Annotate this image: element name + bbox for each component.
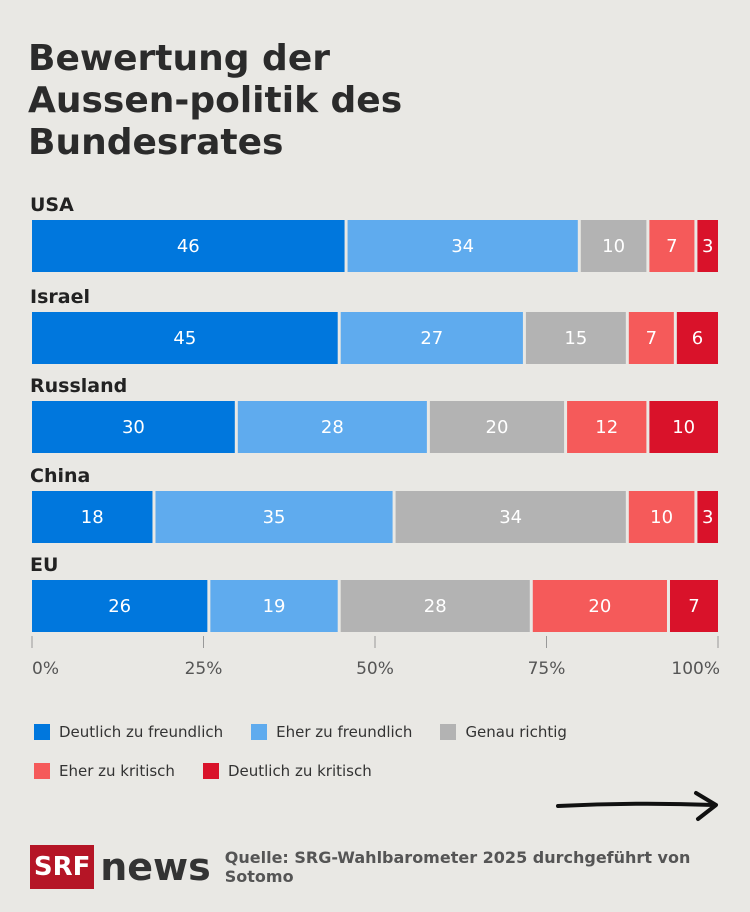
- bar-segment: [32, 491, 153, 543]
- legend-item: Deutlich zu kritisch: [202, 751, 372, 790]
- bar-segment: [32, 580, 208, 632]
- bar-segment: [155, 491, 393, 543]
- x-tick-label: 25%: [185, 659, 223, 679]
- data-label: 10: [672, 417, 695, 438]
- source-note: Quelle: SRG-Wahlbarometer 2025 durchgefü…: [224, 848, 691, 886]
- category-label: Israel: [30, 286, 90, 308]
- legend-swatch: [202, 762, 219, 779]
- bar-segment: [395, 491, 626, 543]
- legend-item: Genau richtig: [440, 712, 567, 751]
- data-label: 3: [702, 236, 713, 257]
- news-logo: news: [100, 845, 211, 889]
- bar-segment: [697, 491, 718, 543]
- data-label: 30: [122, 417, 145, 438]
- data-label: 27: [420, 328, 443, 349]
- bar-segment: [32, 401, 235, 453]
- bar-segment: [676, 312, 718, 364]
- bar-segment: [429, 401, 565, 453]
- arrow-right-icon: [556, 791, 718, 821]
- stacked-bar-chart: USA 46 34 10 7 3 Israel 45 27 15 7 6 Russland 30 28 20 1…: [30, 194, 720, 679]
- legend-swatch: [440, 723, 457, 740]
- category-label: China: [30, 465, 90, 487]
- data-label: 12: [595, 417, 618, 438]
- bar-segment: [32, 220, 345, 272]
- data-label: 10: [602, 236, 625, 257]
- bar-segment: [580, 220, 647, 272]
- data-label: 28: [424, 596, 447, 617]
- bar-segment: [567, 401, 647, 453]
- legend-swatch: [34, 762, 50, 779]
- bar-segment: [697, 220, 718, 272]
- data-label: 7: [666, 236, 677, 257]
- x-tick-label: 100%: [671, 659, 720, 679]
- legend-label: Eher zu kritisch: [59, 761, 175, 780]
- data-label: 46: [177, 236, 200, 257]
- legend-label: Genau richtig: [465, 722, 567, 741]
- footer: SRF news Quelle: SRG-Wahlbarometer 2025 …: [30, 845, 750, 889]
- bar-segment: [649, 401, 718, 453]
- data-label: 34: [451, 236, 474, 257]
- bar-segment: [532, 580, 667, 632]
- bar-segment: [347, 220, 578, 272]
- bar-segment: [669, 580, 718, 632]
- bar-segment: [628, 491, 695, 543]
- category-label: EU: [30, 554, 58, 576]
- data-label: 19: [263, 596, 286, 617]
- legend: Deutlich zu freundlich Eher zu freundlich…: [34, 712, 734, 790]
- data-label: 7: [688, 596, 699, 617]
- legend-item: Eher zu kritisch: [34, 751, 175, 790]
- data-label: 35: [263, 507, 286, 528]
- category-label: USA: [30, 194, 74, 216]
- data-label: 7: [646, 328, 657, 349]
- data-label: 15: [564, 328, 587, 349]
- category-label: Russland: [30, 375, 127, 397]
- legend-swatch: [251, 723, 268, 740]
- bar-segment: [32, 312, 338, 364]
- bar-segment: [628, 312, 674, 364]
- legend-label: Deutlich zu kritisch: [227, 761, 372, 780]
- data-label: 18: [81, 507, 104, 528]
- legend-item: Eher zu freundlich: [251, 712, 412, 751]
- legend-swatch: [34, 723, 50, 740]
- srf-logo: SRF: [30, 845, 95, 889]
- data-label: 45: [173, 328, 196, 349]
- data-label: 6: [692, 328, 703, 349]
- bar-segment: [340, 312, 523, 364]
- data-label: 20: [486, 417, 509, 438]
- data-label: 10: [650, 507, 673, 528]
- x-tick-label: 50%: [356, 659, 394, 679]
- bar-segment: [340, 580, 530, 632]
- data-label: 34: [499, 507, 522, 528]
- data-label: 28: [321, 417, 344, 438]
- bar-segment: [525, 312, 626, 364]
- x-tick-label: 75%: [528, 659, 566, 679]
- x-tick-label: 0%: [32, 659, 59, 679]
- bar-segment: [237, 401, 427, 453]
- data-label: 20: [588, 596, 611, 617]
- legend-label: Deutlich zu freundlich: [59, 722, 224, 741]
- bar-segment: [210, 580, 338, 632]
- legend-item: Deutlich zu freundlich: [34, 712, 223, 751]
- data-label: 3: [702, 507, 713, 528]
- bar-segment: [649, 220, 695, 272]
- page-title: Bewertung der Aussen-politik des Bundesr…: [28, 38, 403, 163]
- legend-label: Eher zu freundlich: [276, 722, 413, 741]
- data-label: 26: [108, 596, 131, 617]
